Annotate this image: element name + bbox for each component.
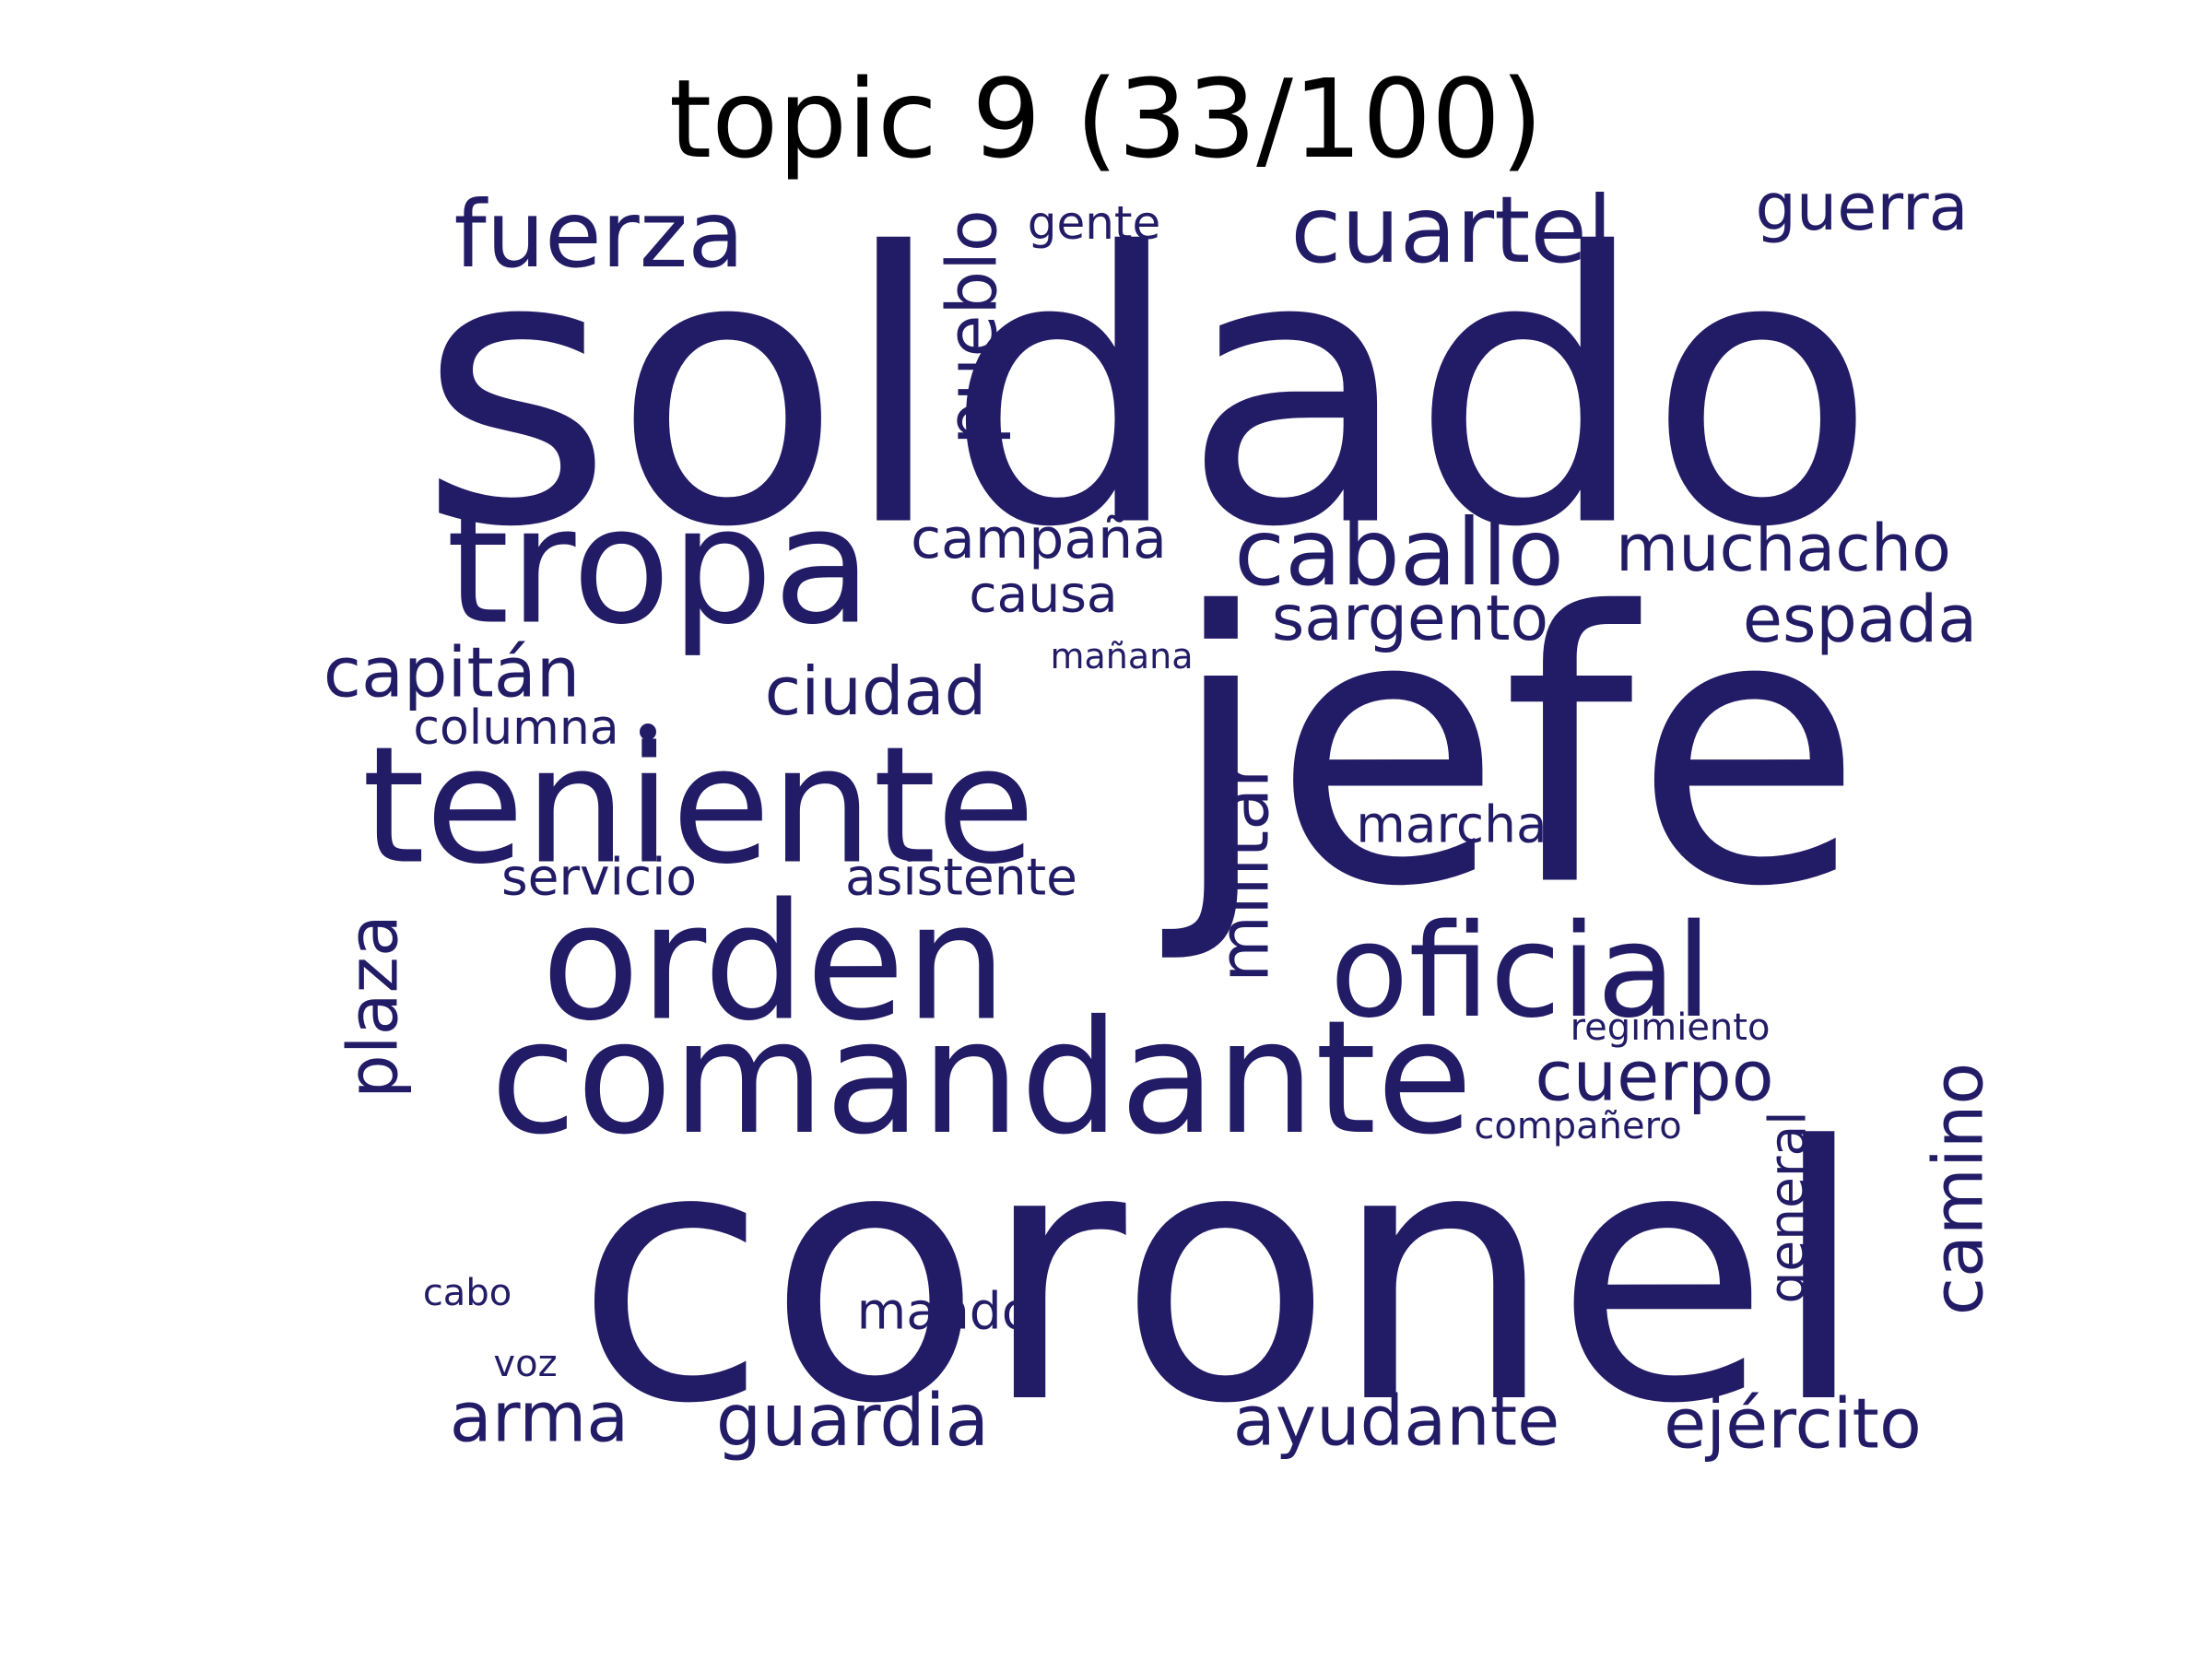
word-muchacho: muchacho [1616, 511, 1951, 586]
word-coronel: coronel [575, 1072, 1867, 1480]
word-voz: voz [493, 1343, 558, 1385]
word-guardia: guardia [715, 1380, 990, 1463]
word-tropa: tropa [445, 473, 873, 661]
word-fuerza: fuerza [453, 181, 745, 288]
word-teniente: teniente [361, 712, 1036, 900]
word-servicio: servicio [500, 847, 698, 907]
word-regimiento: regimiento [1570, 1006, 1771, 1049]
word-caballo: caballo [1234, 499, 1564, 606]
word-capitan: capitán [323, 631, 581, 713]
word-jefe: jefe [1169, 533, 1864, 969]
word-campana: campaña [911, 507, 1167, 571]
word-gente: gente [1027, 196, 1161, 250]
word-mando: mando [856, 1281, 1033, 1341]
word-espada: espada [1742, 582, 1978, 657]
word-cuerpo: cuerpo [1535, 1035, 1774, 1117]
word-orden: orden [541, 869, 1007, 1057]
word-camino: camino [1917, 1062, 1999, 1316]
word-marcha: marcha [1356, 794, 1547, 854]
word-arma: arma [449, 1376, 629, 1458]
word-soldado: soldado [418, 173, 1877, 609]
word-guerra: guerra [1755, 170, 1969, 245]
word-pueblo: pueblo [931, 209, 1013, 445]
word-cabo: cabo [422, 1272, 512, 1314]
word-comandante: comandante [489, 987, 1474, 1170]
word-ejercito: ejército [1664, 1382, 1922, 1465]
word-sargento: sargento [1271, 582, 1549, 655]
word-plaza: plaza [332, 914, 414, 1099]
dot-marker [640, 724, 656, 740]
page-title: topic 9 (33/100) [668, 55, 1544, 182]
word-cuartel: cuartel [1290, 176, 1613, 284]
word-ayudante: ayudante [1232, 1380, 1560, 1462]
word-militar: militar [1203, 759, 1285, 982]
word-causa: causa [969, 564, 1118, 624]
word-columna: columna [413, 700, 619, 756]
word-oficial: oficial [1329, 897, 1712, 1047]
word-companero: compañero [1474, 1105, 1682, 1147]
word-asistente: asistente [845, 847, 1077, 907]
word-ciudad: ciudad [764, 653, 987, 730]
word-manana: mañana [1050, 636, 1194, 677]
word-general: general [1758, 1111, 1818, 1304]
